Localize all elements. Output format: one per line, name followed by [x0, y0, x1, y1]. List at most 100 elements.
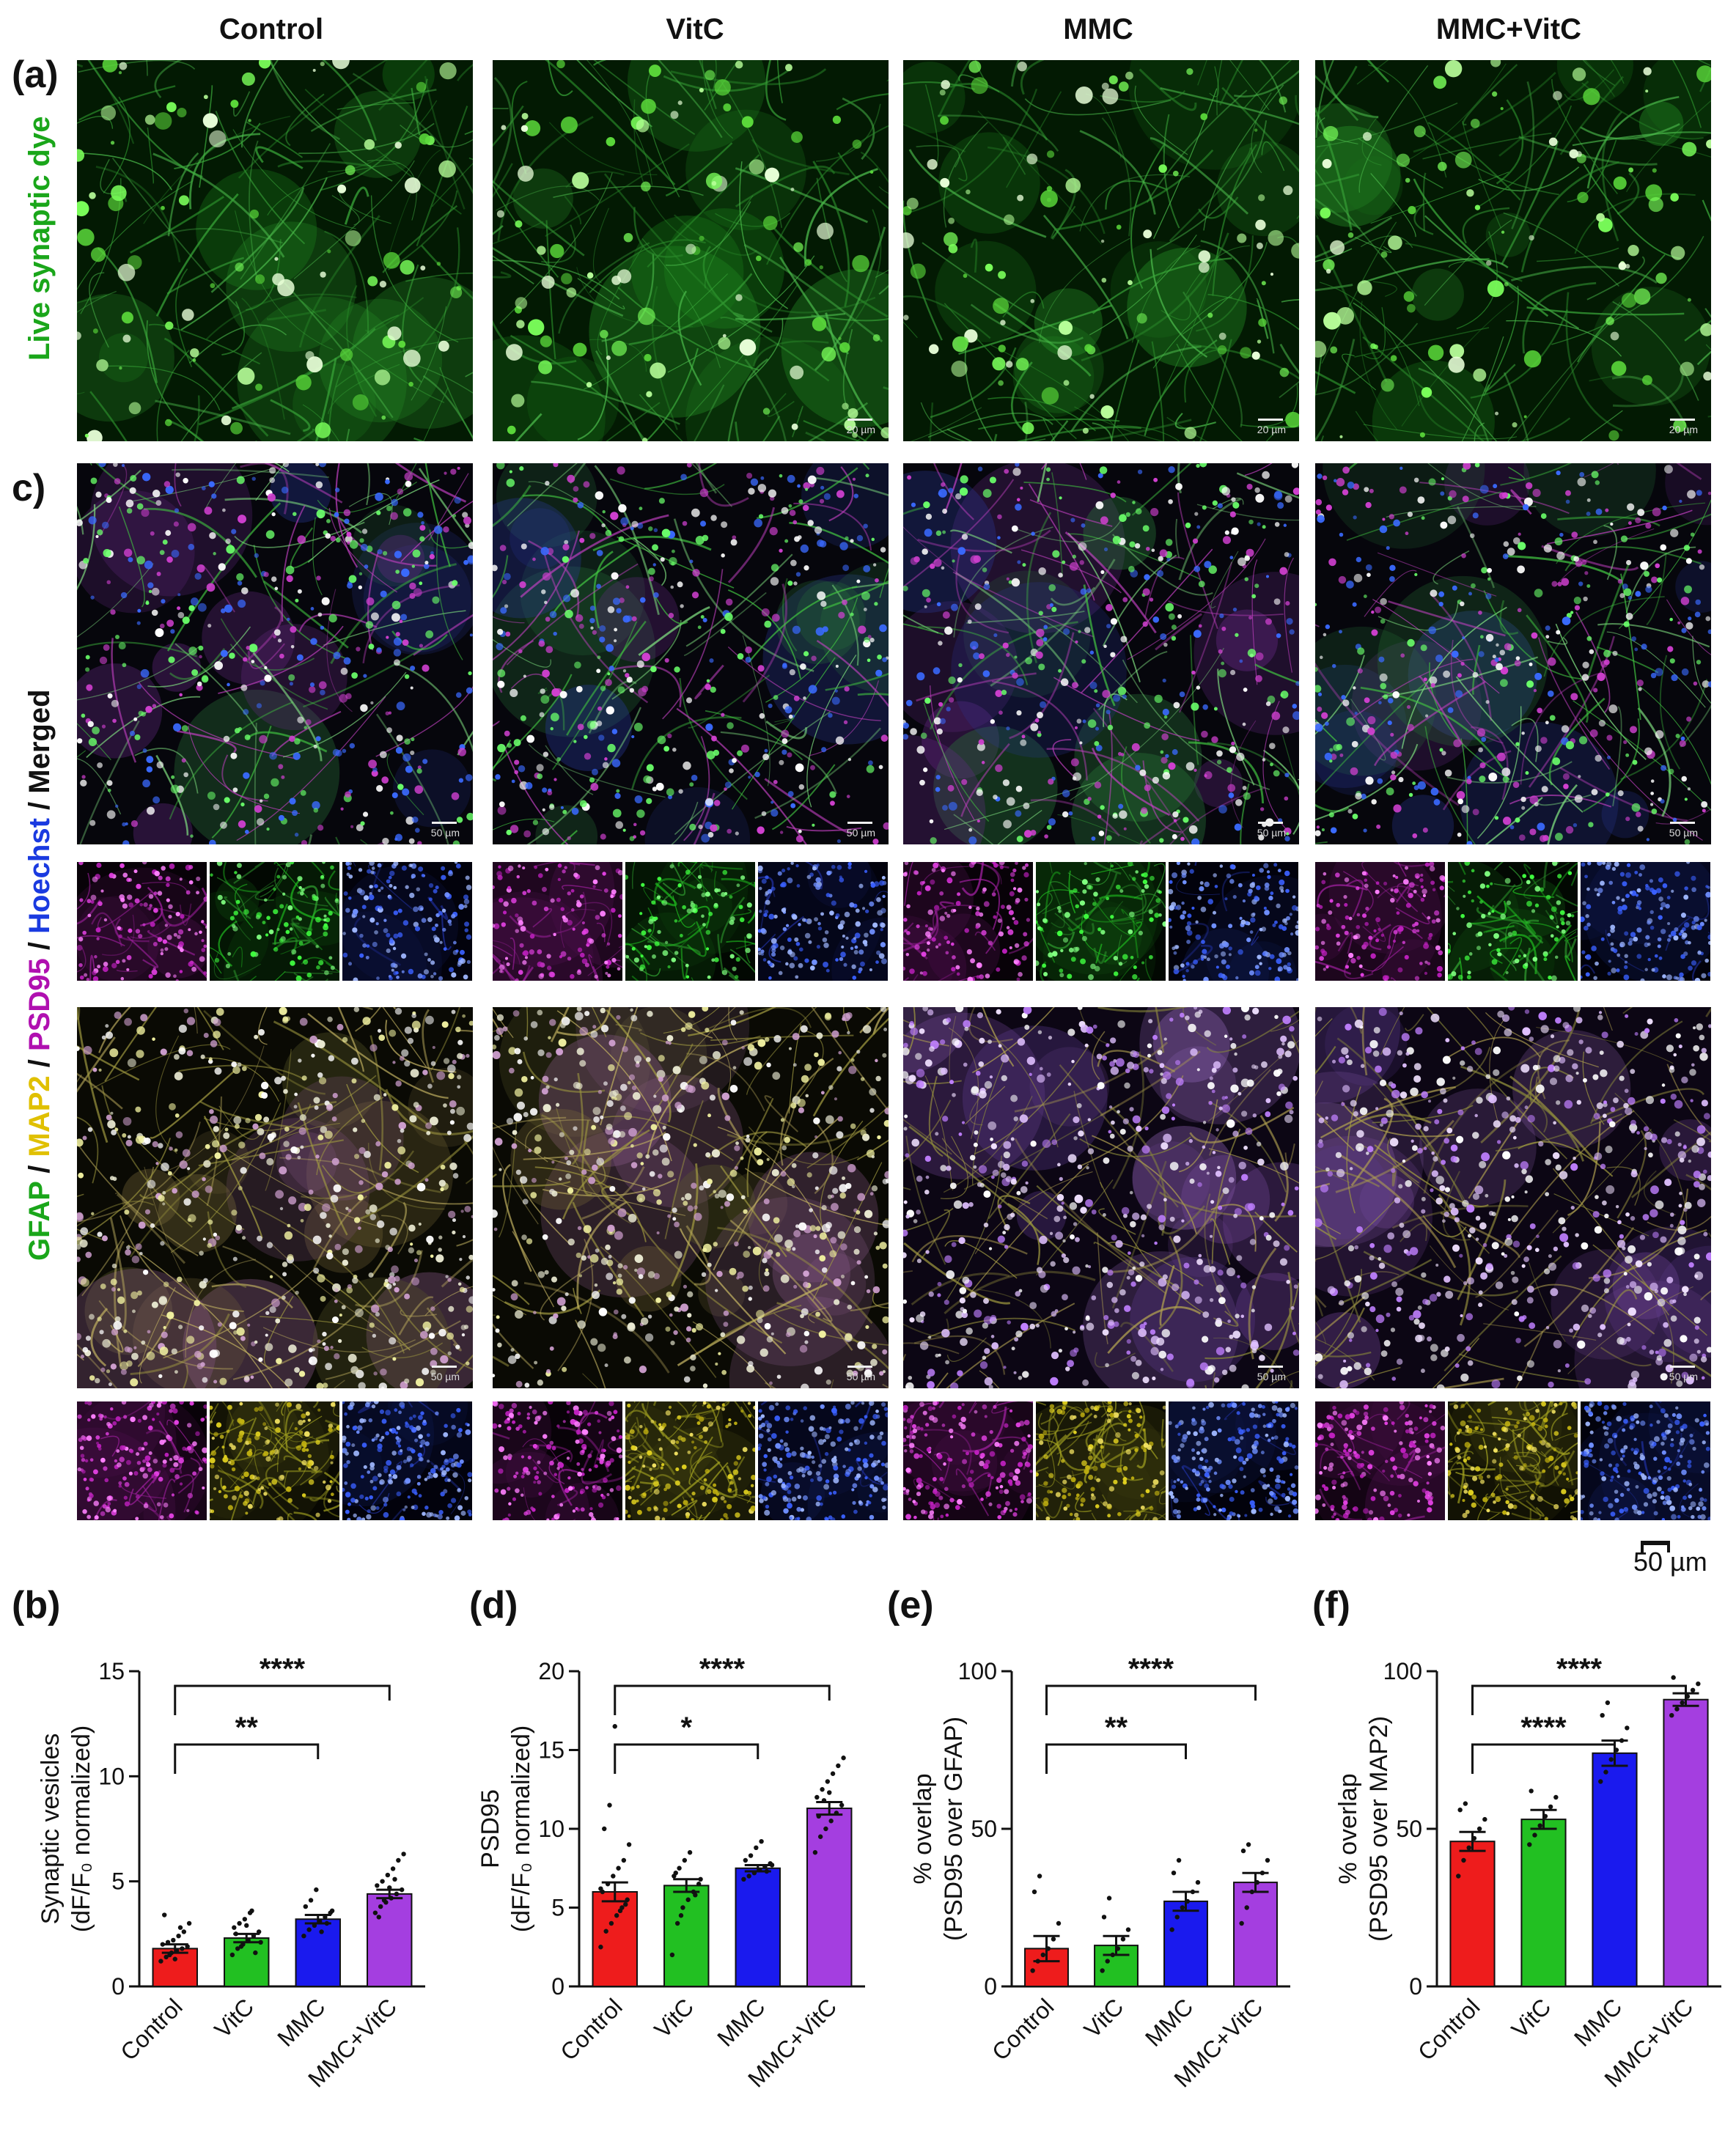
merged-label-segment: Hoechst [23, 818, 56, 934]
y-axis-label: PSD95 [477, 1789, 504, 1868]
micrograph-gfap-channel [625, 862, 755, 981]
y-axis-label: (dF/F₀ normalized) [507, 1725, 535, 1932]
data-point [309, 1898, 313, 1902]
bar-control [153, 1948, 197, 1986]
bar-mmc [296, 1919, 340, 1986]
x-tick-label: Control [987, 1993, 1059, 2065]
data-point [1532, 1832, 1537, 1837]
data-point [178, 1926, 183, 1930]
scale-bar [432, 1366, 457, 1368]
data-point [244, 1923, 249, 1928]
y-tick-label: 0 [111, 1973, 125, 2000]
data-point [1457, 1808, 1462, 1812]
y-tick-label: 0 [984, 1973, 997, 2000]
data-point [1606, 1701, 1610, 1705]
significance-bracket [1047, 1745, 1186, 1774]
data-point [1180, 1905, 1185, 1909]
data-point [613, 1724, 617, 1728]
column-title-mmc: MMC [893, 13, 1303, 46]
merged-label-segment: PSD95 [23, 958, 56, 1051]
data-point [1461, 1858, 1465, 1863]
micrograph-map2-channel [210, 1401, 339, 1520]
x-tick-label: VitC [1507, 1993, 1556, 2043]
global-scale-label: 50 µm [1633, 1547, 1707, 1577]
data-point [1529, 1788, 1533, 1793]
bar-mmc-vitc [1234, 1882, 1277, 1986]
data-point [814, 1795, 819, 1799]
significance-bracket [175, 1745, 318, 1774]
scale-bar-label: 50 µm [847, 1371, 875, 1382]
micrograph-hoechst-channel [1169, 862, 1298, 981]
data-point [618, 1909, 622, 1913]
x-tick-label: MMC [1569, 1993, 1627, 2051]
significance-bracket [175, 1686, 390, 1715]
x-tick-label: MMC [272, 1993, 330, 2051]
data-point [1241, 1849, 1246, 1853]
micrograph-gfap-channel [1448, 862, 1578, 981]
global-scale-bar [1641, 1541, 1670, 1545]
data-point [674, 1871, 678, 1875]
significance-bracket [615, 1745, 758, 1774]
micrograph-hoechst-channel [758, 862, 888, 981]
scale-bar-label: 50 µm [1257, 827, 1286, 839]
data-point [1600, 1713, 1604, 1717]
data-point [675, 1921, 680, 1926]
data-point [1177, 1858, 1181, 1863]
data-point [616, 1866, 620, 1871]
scale-bar-label: 20 µm [1669, 424, 1698, 435]
data-point [1051, 1937, 1056, 1941]
significance-label: **** [1128, 1653, 1174, 1685]
significance-bracket [1473, 1686, 1686, 1715]
data-point [609, 1921, 614, 1926]
y-tick-label: 50 [1396, 1816, 1422, 1842]
data-point [670, 1953, 674, 1957]
data-point [818, 1835, 823, 1839]
data-point [1548, 1805, 1553, 1809]
x-tick-label: VitC [1079, 1993, 1129, 2043]
significance-label: **** [1556, 1653, 1603, 1685]
data-point [314, 1887, 318, 1892]
data-point [823, 1827, 828, 1831]
data-point [176, 1934, 180, 1938]
bar-mmc-vitc [1663, 1700, 1707, 1986]
data-point [173, 1957, 177, 1961]
data-point [1669, 1713, 1674, 1717]
data-point [623, 1902, 628, 1907]
significance-label: * [680, 1712, 692, 1744]
data-point [375, 1883, 379, 1887]
data-point [1030, 1968, 1034, 1972]
micrograph-map2-channel [1036, 1401, 1166, 1520]
x-tick-label: VitC [209, 1993, 259, 2043]
data-point [679, 1913, 683, 1918]
significance-label: **** [1520, 1712, 1567, 1744]
data-point [1527, 1842, 1531, 1846]
data-point [1691, 1688, 1695, 1692]
data-point [1463, 1801, 1468, 1805]
y-tick-label: 10 [538, 1816, 564, 1842]
data-point [1608, 1757, 1613, 1761]
micrograph-map2-channel [1448, 1401, 1578, 1520]
data-point [182, 1929, 186, 1934]
scale-bar [432, 822, 457, 824]
data-point [1265, 1858, 1270, 1863]
data-point [820, 1787, 824, 1791]
data-point [746, 1874, 751, 1878]
data-point [1696, 1681, 1700, 1686]
micrograph-hoechst-channel [1169, 1401, 1298, 1520]
data-point [1674, 1706, 1679, 1711]
data-point [685, 1898, 690, 1902]
bar-mmc [736, 1868, 780, 1986]
row-label-live-synaptic-dye: Live synaptic dye [23, 117, 56, 361]
bar-mmc-vitc [807, 1808, 851, 1986]
data-point [249, 1909, 254, 1913]
y-tick-label: 0 [1409, 1973, 1422, 2000]
scale-bar-label: 50 µm [1669, 1371, 1698, 1382]
micrograph-merged-map2-psd95: 50 µm [493, 1007, 889, 1388]
y-tick-label: 100 [1383, 1658, 1422, 1684]
data-point [1196, 1880, 1200, 1885]
data-point [304, 1904, 308, 1909]
data-point [306, 1927, 311, 1931]
data-point [237, 1921, 241, 1926]
scale-bar-label: 50 µm [1669, 827, 1698, 839]
